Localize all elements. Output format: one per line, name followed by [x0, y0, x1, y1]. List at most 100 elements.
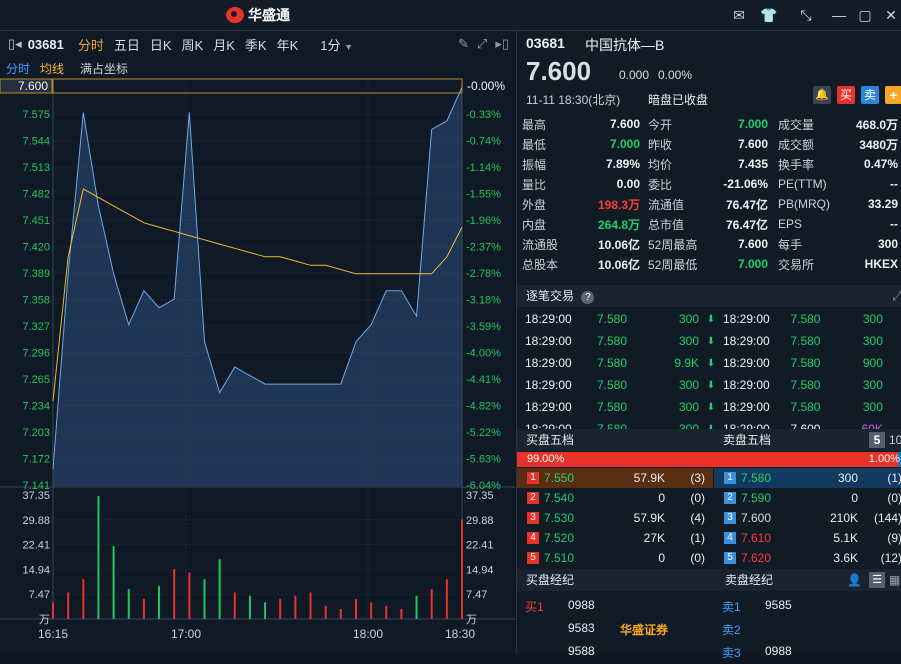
- expand-right-icon[interactable]: ▸▯: [495, 36, 509, 51]
- quote-symbol: 03681: [526, 35, 565, 51]
- help-icon[interactable]: ?: [581, 291, 595, 304]
- stat-value: 7.600: [737, 137, 768, 151]
- tick-volume: 300: [678, 378, 699, 392]
- minimize-icon[interactable]: —: [832, 7, 846, 23]
- volume-bar: [309, 592, 312, 619]
- quote-panel: 03681 中国抗体—B 7.600 0.000 0.00% 11-11 18:…: [516, 31, 901, 660]
- tick-price: 7.580: [597, 378, 628, 392]
- ask-level: 1 7.580 300 (1): [714, 468, 901, 488]
- level-number: 2: [724, 492, 736, 504]
- pct-tick-label: -0.74%: [466, 136, 501, 148]
- pct-tick-label: -3.59%: [466, 321, 501, 333]
- tick-time: 18:29:00: [723, 356, 770, 370]
- stat-value: 0.00: [616, 177, 640, 191]
- level-volume: 27K: [643, 531, 665, 545]
- broker-code[interactable]: 0988: [765, 644, 792, 658]
- pct-tick-label: -1.14%: [466, 162, 501, 174]
- tick-time: 18:29:00: [525, 312, 572, 326]
- depth-header: 买盘五档 卖盘五档 5 10: [517, 429, 901, 451]
- broker-level: 买1: [525, 600, 544, 614]
- draw-icon[interactable]: ✎: [458, 36, 469, 51]
- subtab-average[interactable]: 均线: [40, 61, 65, 76]
- stat-value: 76.47亿: [725, 217, 768, 232]
- depth-10-button[interactable]: 10: [889, 433, 901, 447]
- interval-select[interactable]: 1分 ▼: [320, 35, 353, 54]
- buy-button[interactable]: 买: [837, 86, 855, 104]
- bid-ratio-bar: 99.00% 1.00%: [517, 452, 901, 467]
- stat-label: PB(MRQ): [778, 197, 830, 211]
- person-icon[interactable]: 👤: [847, 573, 862, 587]
- down-arrow-icon: [884, 352, 901, 374]
- stat-label: 今开: [648, 117, 673, 132]
- x-tick-label: 18:30: [445, 627, 475, 641]
- market-status: 暗盘已收盘: [648, 93, 709, 107]
- tab-intraday[interactable]: 分时: [77, 37, 104, 53]
- stat-value: 7.000: [737, 257, 768, 271]
- broker-code[interactable]: 9588: [568, 644, 595, 658]
- tick-volume: 9.9K: [674, 356, 699, 370]
- tick-time: 18:29:00: [525, 356, 572, 370]
- grid-view-icon[interactable]: ▦: [889, 573, 901, 587]
- intraday-chart[interactable]: 7.575 -0.33% 7.544 -0.74% 7.513 -1.14% 7.482 -1…: [0, 78, 515, 653]
- tab-yearly[interactable]: 年K: [276, 37, 299, 53]
- level-number: 1: [724, 472, 736, 484]
- maximize-icon[interactable]: ▢: [858, 7, 872, 23]
- stat-value: 7.89%: [605, 157, 640, 171]
- pct-tick-label: -2.78%: [466, 268, 501, 280]
- ticks-left-table: 18:29:00 7.580 300 ⬇ 18:29:00 7.580 300 ⬇ 18:29:…: [524, 308, 722, 440]
- tab-5day[interactable]: 五日: [113, 37, 140, 53]
- sell-button[interactable]: 卖: [861, 86, 879, 104]
- broker-code[interactable]: 9583: [568, 621, 595, 635]
- mail-icon[interactable]: ✉: [733, 7, 745, 23]
- stat-value: -21.06%: [723, 177, 768, 191]
- stat-label: 成交额: [778, 137, 815, 152]
- shrink-icon[interactable]: ⤡: [800, 7, 812, 23]
- tab-daily[interactable]: 日K: [149, 37, 172, 53]
- stat-value: 76.47亿: [725, 197, 768, 212]
- volume-bars: [52, 496, 463, 619]
- subtab-coordinate[interactable]: 满占坐标: [80, 61, 129, 76]
- depth-5-button[interactable]: 5: [869, 432, 885, 448]
- pct-tick-label: -5.63%: [466, 453, 501, 465]
- tab-quarterly[interactable]: 季K: [244, 37, 267, 53]
- subtab-intraday[interactable]: 分时: [6, 61, 31, 76]
- broker-row: 9583 华盛证券: [525, 618, 715, 641]
- list-view-icon[interactable]: ☰: [869, 572, 885, 588]
- tick-time: 18:29:00: [525, 334, 572, 348]
- broker-row: 买1 0988: [525, 595, 715, 618]
- chart-toolbar: ▯◂ 03681 分时 五日 日K 周K 月K 季K 年K 1分 ▼ ✎ ⤢ ▸…: [0, 31, 515, 57]
- quote-price: 7.600: [526, 56, 592, 86]
- level-number: 4: [527, 532, 539, 544]
- collapse-icon[interactable]: ▯◂: [8, 36, 22, 51]
- fullscreen-icon[interactable]: ⤢: [476, 36, 488, 51]
- level-count: (0): [690, 551, 705, 565]
- tick-time: 18:29:00: [723, 378, 770, 392]
- stat-value: 7.600: [609, 117, 640, 131]
- tick-row: 18:29:00 7.580 300: [722, 396, 901, 418]
- pct-tick-label: -2.37%: [466, 242, 501, 254]
- shirt-icon[interactable]: 👕: [760, 7, 778, 23]
- expand-icon[interactable]: ⤢: [892, 289, 901, 303]
- level-number: 4: [724, 532, 736, 544]
- tab-monthly[interactable]: 月K: [213, 37, 235, 53]
- close-icon[interactable]: ✕: [885, 7, 897, 23]
- tab-weekly[interactable]: 周K: [181, 37, 204, 53]
- quote-datetime: 11-11 18:30(北京): [526, 93, 621, 107]
- chart-grid: [0, 79, 515, 620]
- stat-label: 流通股: [522, 237, 559, 252]
- vol-tick-label: 万: [466, 614, 477, 626]
- ticks-title: 逐笔交易: [526, 289, 575, 303]
- add-watchlist-icon[interactable]: +: [885, 86, 901, 104]
- broker-code[interactable]: 9585: [765, 598, 792, 612]
- pct-tick-label: -0.33%: [466, 109, 501, 121]
- tick-volume: 300: [862, 378, 883, 392]
- alert-bell-icon[interactable]: 🔔: [813, 86, 831, 104]
- chart-subtabs: 分时 均线 满占坐标: [0, 58, 132, 78]
- ask-book: 1 7.580 300 (1) 2 7.590 0 (0) 3 7.600 210K (144) 4 7.…: [714, 468, 901, 568]
- volume-bar: [233, 592, 236, 619]
- tick-row: 18:29:00 7.580 300 ⬇: [524, 308, 722, 330]
- broker-code[interactable]: 0988: [568, 598, 595, 612]
- y-tick-label: 7.327: [22, 321, 50, 333]
- level-count: (0): [690, 491, 705, 505]
- stats-table: 最高 7.600 今开 7.000 成交量 468.0万 最低 7.000 昨收 7.600 成交额…: [522, 114, 898, 274]
